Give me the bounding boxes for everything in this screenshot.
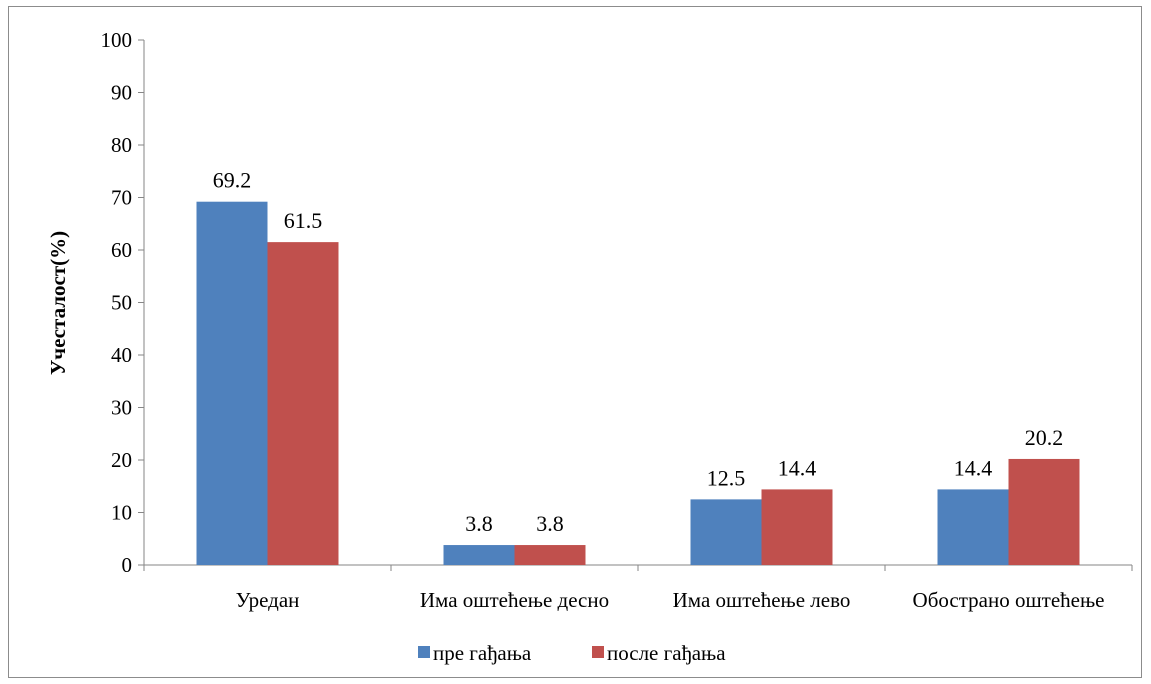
category-label: Има оштећење лево bbox=[673, 588, 851, 612]
data-labels: 69.2 61.5 3.8 3.8 12.5 14.4 14.4 20.2 bbox=[213, 168, 1064, 536]
data-label: 3.8 bbox=[465, 511, 493, 536]
data-label: 3.8 bbox=[536, 511, 564, 536]
y-tick-label: 60 bbox=[111, 238, 132, 262]
y-tick-label: 40 bbox=[111, 343, 132, 367]
category-labels: Уредан Има оштећење десно Има оштећење лев… bbox=[236, 588, 1105, 612]
y-tick-label: 0 bbox=[122, 553, 133, 577]
y-tick-label: 10 bbox=[111, 501, 132, 525]
legend-swatch bbox=[592, 646, 604, 658]
bar bbox=[443, 545, 515, 565]
legend-label: пре гађања bbox=[433, 641, 532, 665]
y-tick-label: 90 bbox=[111, 81, 132, 105]
bar bbox=[761, 489, 833, 565]
x-ticks bbox=[143, 565, 1133, 571]
data-label: 14.4 bbox=[954, 455, 993, 480]
bar bbox=[267, 242, 339, 565]
y-tick-label: 30 bbox=[111, 396, 132, 420]
category-label: Обострано оштећење bbox=[913, 588, 1105, 612]
y-tick-label: 100 bbox=[101, 28, 133, 52]
data-label: 14.4 bbox=[778, 455, 817, 480]
y-tick-label: 20 bbox=[111, 448, 132, 472]
bar bbox=[196, 201, 268, 565]
y-tick-label: 80 bbox=[111, 133, 132, 157]
y-axis-label: Учесталост(%) bbox=[46, 231, 70, 375]
data-label: 61.5 bbox=[284, 208, 323, 233]
category-label: Има оштећење десно bbox=[420, 588, 609, 612]
y-tick-label: 50 bbox=[111, 291, 132, 315]
y-ticks: 0 10 20 30 40 50 60 70 80 90 100 bbox=[101, 28, 144, 577]
legend: пре гађања после гађања bbox=[418, 641, 726, 665]
legend-label: после гађања bbox=[607, 641, 726, 665]
bar bbox=[937, 489, 1009, 565]
y-tick-label: 70 bbox=[111, 186, 132, 210]
category-label: Уредан bbox=[236, 588, 300, 612]
data-label: 69.2 bbox=[213, 168, 252, 193]
bar bbox=[1008, 458, 1080, 565]
bar bbox=[514, 545, 586, 565]
data-label: 12.5 bbox=[707, 465, 746, 490]
legend-swatch bbox=[418, 646, 430, 658]
bars bbox=[196, 201, 1080, 565]
bar bbox=[690, 499, 762, 565]
data-label: 20.2 bbox=[1025, 425, 1064, 450]
